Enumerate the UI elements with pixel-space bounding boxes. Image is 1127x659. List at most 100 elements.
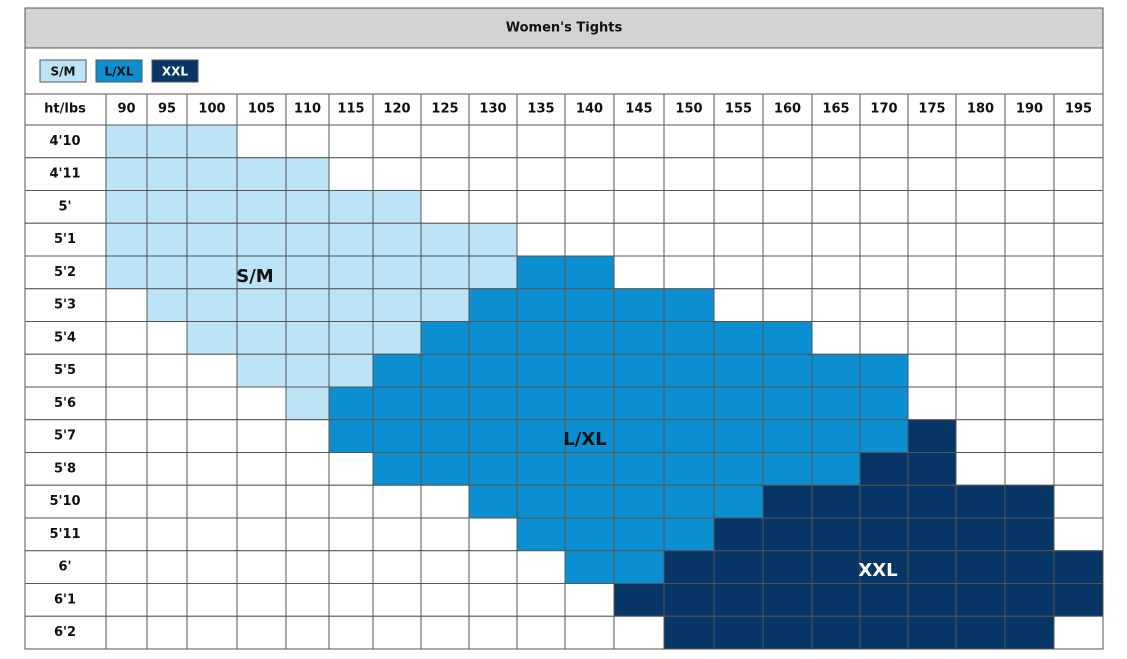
size-cell: [762, 124, 813, 159]
size-cell: [468, 321, 518, 355]
height-label: 5'8: [54, 461, 76, 476]
size-cell: [811, 550, 861, 584]
size-cell: [468, 386, 518, 421]
size-cell: [955, 255, 1006, 290]
legend-label: S/M: [51, 65, 76, 79]
size-cell: [285, 321, 330, 355]
size-cell: [468, 419, 518, 453]
size-cell: [146, 452, 188, 486]
size-cell: [762, 255, 813, 290]
height-label: 6'1: [54, 592, 76, 607]
size-cell: [372, 615, 422, 650]
row-header-cell: [24, 353, 107, 388]
size-cell: [186, 288, 238, 322]
size-cell: [907, 452, 957, 486]
size-cell: [564, 222, 615, 257]
size-cell: [146, 288, 188, 322]
size-cell: [468, 484, 518, 519]
size-cell: [186, 157, 238, 191]
legend-row: [24, 47, 1104, 95]
size-cell: [105, 550, 148, 584]
weight-label: 130: [479, 102, 506, 117]
height-label: 5'3: [54, 298, 76, 313]
size-cell: [372, 583, 422, 617]
size-cell: [146, 583, 188, 617]
size-cell: [1053, 190, 1104, 224]
size-cell: [613, 353, 665, 388]
size-cell: [811, 321, 861, 355]
size-cell: [236, 452, 287, 486]
weight-label: 110: [294, 102, 321, 117]
size-cell: [105, 419, 148, 453]
size-cell: [564, 583, 615, 617]
height-label: 5'2: [54, 265, 76, 280]
size-cell: [907, 419, 957, 453]
size-cell: [663, 222, 715, 257]
size-cell: [372, 517, 422, 552]
size-cell: [713, 615, 764, 650]
size-cell: [859, 255, 909, 290]
size-cell: [811, 288, 861, 322]
size-cell: [372, 190, 422, 224]
size-cell: [328, 255, 374, 290]
size-cell: [663, 386, 715, 421]
size-cell: [420, 124, 470, 159]
size-cell: [516, 452, 566, 486]
weight-label: 115: [337, 102, 364, 117]
size-cell: [1053, 386, 1104, 421]
size-cell: [955, 484, 1006, 519]
weight-label: 145: [625, 102, 652, 117]
size-cell: [328, 484, 374, 519]
size-cell: [955, 550, 1006, 584]
size-cell: [285, 419, 330, 453]
size-cell: [663, 452, 715, 486]
header-cell: [713, 93, 764, 126]
region-label: XXL: [858, 560, 897, 581]
size-cell: [859, 452, 909, 486]
size-cell: [328, 157, 374, 191]
size-cell: [859, 321, 909, 355]
size-cell: [859, 222, 909, 257]
size-cell: [613, 550, 665, 584]
size-cell: [420, 222, 470, 257]
size-cell: [663, 288, 715, 322]
size-cell: [468, 124, 518, 159]
size-cell: [564, 484, 615, 519]
size-cell: [564, 517, 615, 552]
weight-label: 140: [576, 102, 603, 117]
size-cell: [859, 124, 909, 159]
size-cell: [713, 190, 764, 224]
size-cell: [762, 517, 813, 552]
size-cell: [372, 452, 422, 486]
size-cell: [907, 386, 957, 421]
size-cell: [811, 190, 861, 224]
size-cell: [285, 157, 330, 191]
size-cell: [663, 353, 715, 388]
header-cell: [328, 93, 374, 126]
size-cell: [713, 353, 764, 388]
size-cell: [285, 452, 330, 486]
size-cell: [146, 550, 188, 584]
header-cell: [236, 93, 287, 126]
size-cell: [420, 288, 470, 322]
size-cell: [105, 222, 148, 257]
size-cell: [146, 386, 188, 421]
size-cell: [1004, 124, 1055, 159]
size-cell: [146, 615, 188, 650]
size-cell: [372, 386, 422, 421]
size-cell: [907, 222, 957, 257]
size-cell: [663, 419, 715, 453]
size-cell: [1004, 583, 1055, 617]
size-cell: [468, 157, 518, 191]
size-cell: [516, 550, 566, 584]
size-cell: [236, 353, 287, 388]
size-cell: [186, 583, 238, 617]
header-cell: [811, 93, 861, 126]
size-cell: [420, 190, 470, 224]
size-cell: [1004, 321, 1055, 355]
weight-label: 125: [431, 102, 458, 117]
size-cell: [907, 321, 957, 355]
size-cell: [186, 321, 238, 355]
size-cell: [1053, 222, 1104, 257]
